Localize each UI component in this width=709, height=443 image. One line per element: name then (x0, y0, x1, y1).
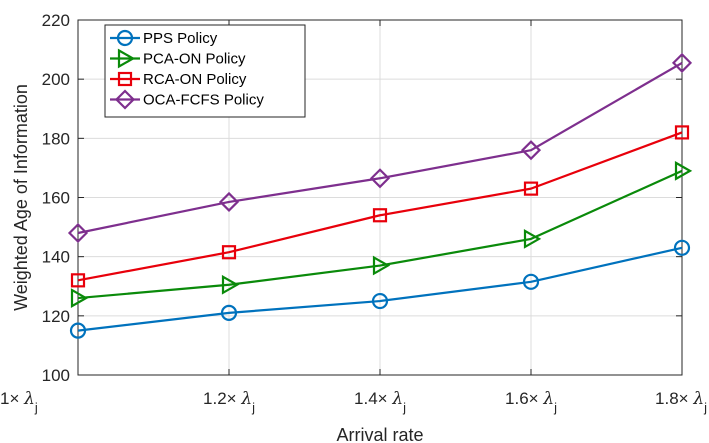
x-tick-multiplier: 1× (0, 389, 24, 408)
data-point-marker (671, 52, 693, 73)
legend-marker (117, 71, 133, 87)
x-tick-lambda: λ (23, 389, 35, 409)
x-tick-label: 1× λj (0, 389, 38, 415)
y-tick-label: 180 (42, 129, 70, 148)
data-point-marker (371, 292, 389, 310)
data-point-marker (674, 125, 690, 140)
data-point-marker (67, 222, 89, 244)
series-line (77, 131, 683, 282)
x-axis-title: Arrival rate (336, 425, 423, 443)
y-tick-label: 120 (42, 307, 70, 326)
y-tick-label: 100 (42, 366, 70, 385)
data-point-marker (221, 245, 237, 260)
series-layer (67, 52, 693, 339)
x-tick-lambda: λ (240, 389, 252, 409)
data-point-marker (70, 273, 86, 288)
legend-marker (116, 29, 134, 47)
data-point-marker (220, 304, 238, 321)
data-point-marker (69, 322, 87, 339)
legend-label: RCA-ON Policy (143, 71, 247, 88)
series-2 (70, 160, 693, 308)
legend-label: OCA-FCFS Policy (143, 92, 264, 109)
legend-label: PCA-ON Policy (143, 51, 246, 68)
x-tick-multiplier: 1.4× (354, 389, 392, 408)
series-line (77, 169, 683, 300)
x-tick-subscript: j (251, 400, 255, 415)
x-tick-multiplier: 1.2× (203, 389, 241, 408)
y-tick-label: 200 (42, 70, 70, 89)
y-axis: 100 120 140 160 180 200 220 (42, 11, 682, 385)
data-point-marker (520, 140, 542, 161)
y-axis-title: Weighted Age of Information (11, 84, 31, 311)
y-tick-label: 140 (42, 248, 70, 267)
series-4 (67, 52, 693, 244)
data-point-marker (522, 273, 540, 290)
x-tick-subscript: j (402, 400, 406, 415)
x-tick-multiplier: 1.6× (505, 389, 543, 408)
legend-marker (117, 48, 136, 69)
y-tick-label: 220 (42, 11, 70, 30)
data-point-marker (218, 191, 240, 212)
x-axis: 1× λj 1.2× λj 1.4× λj 1.6× λj 1.8× λj (0, 20, 707, 415)
series-line (77, 61, 683, 235)
data-point-marker (70, 288, 89, 308)
x-tick-subscript: j (703, 400, 707, 415)
legend-label: PPS Policy (143, 30, 218, 47)
x-tick-subscript: j (553, 400, 557, 415)
x-tick-label: 1.8× λj (655, 389, 707, 415)
x-tick-lambda: λ (391, 389, 403, 409)
x-tick-label: 1.2× λj (203, 389, 255, 415)
x-tick-label: 1.6× λj (505, 389, 557, 415)
data-point-marker (372, 208, 388, 223)
data-point-marker (674, 160, 693, 181)
legend-box (104, 24, 306, 118)
series-line (77, 246, 683, 332)
data-point-marker (221, 274, 240, 295)
data-point-marker (523, 229, 542, 249)
data-point-marker (372, 255, 391, 276)
data-point-marker (369, 168, 391, 189)
data-point-marker (673, 239, 691, 256)
legend-marker (114, 89, 136, 110)
legend: PPS Policy PCA-ON Policy RCA-ON Policy OCA-… (104, 24, 306, 118)
x-tick-multiplier: 1.8× (655, 389, 693, 408)
x-tick-lambda: λ (692, 389, 704, 409)
x-tick-lambda: λ (542, 389, 554, 409)
series-1 (69, 239, 691, 339)
x-tick-subscript: j (34, 400, 38, 415)
y-tick-label: 160 (42, 189, 70, 208)
series-3 (70, 125, 690, 288)
x-tick-label: 1.4× λj (354, 389, 406, 415)
data-point-marker (523, 181, 539, 196)
